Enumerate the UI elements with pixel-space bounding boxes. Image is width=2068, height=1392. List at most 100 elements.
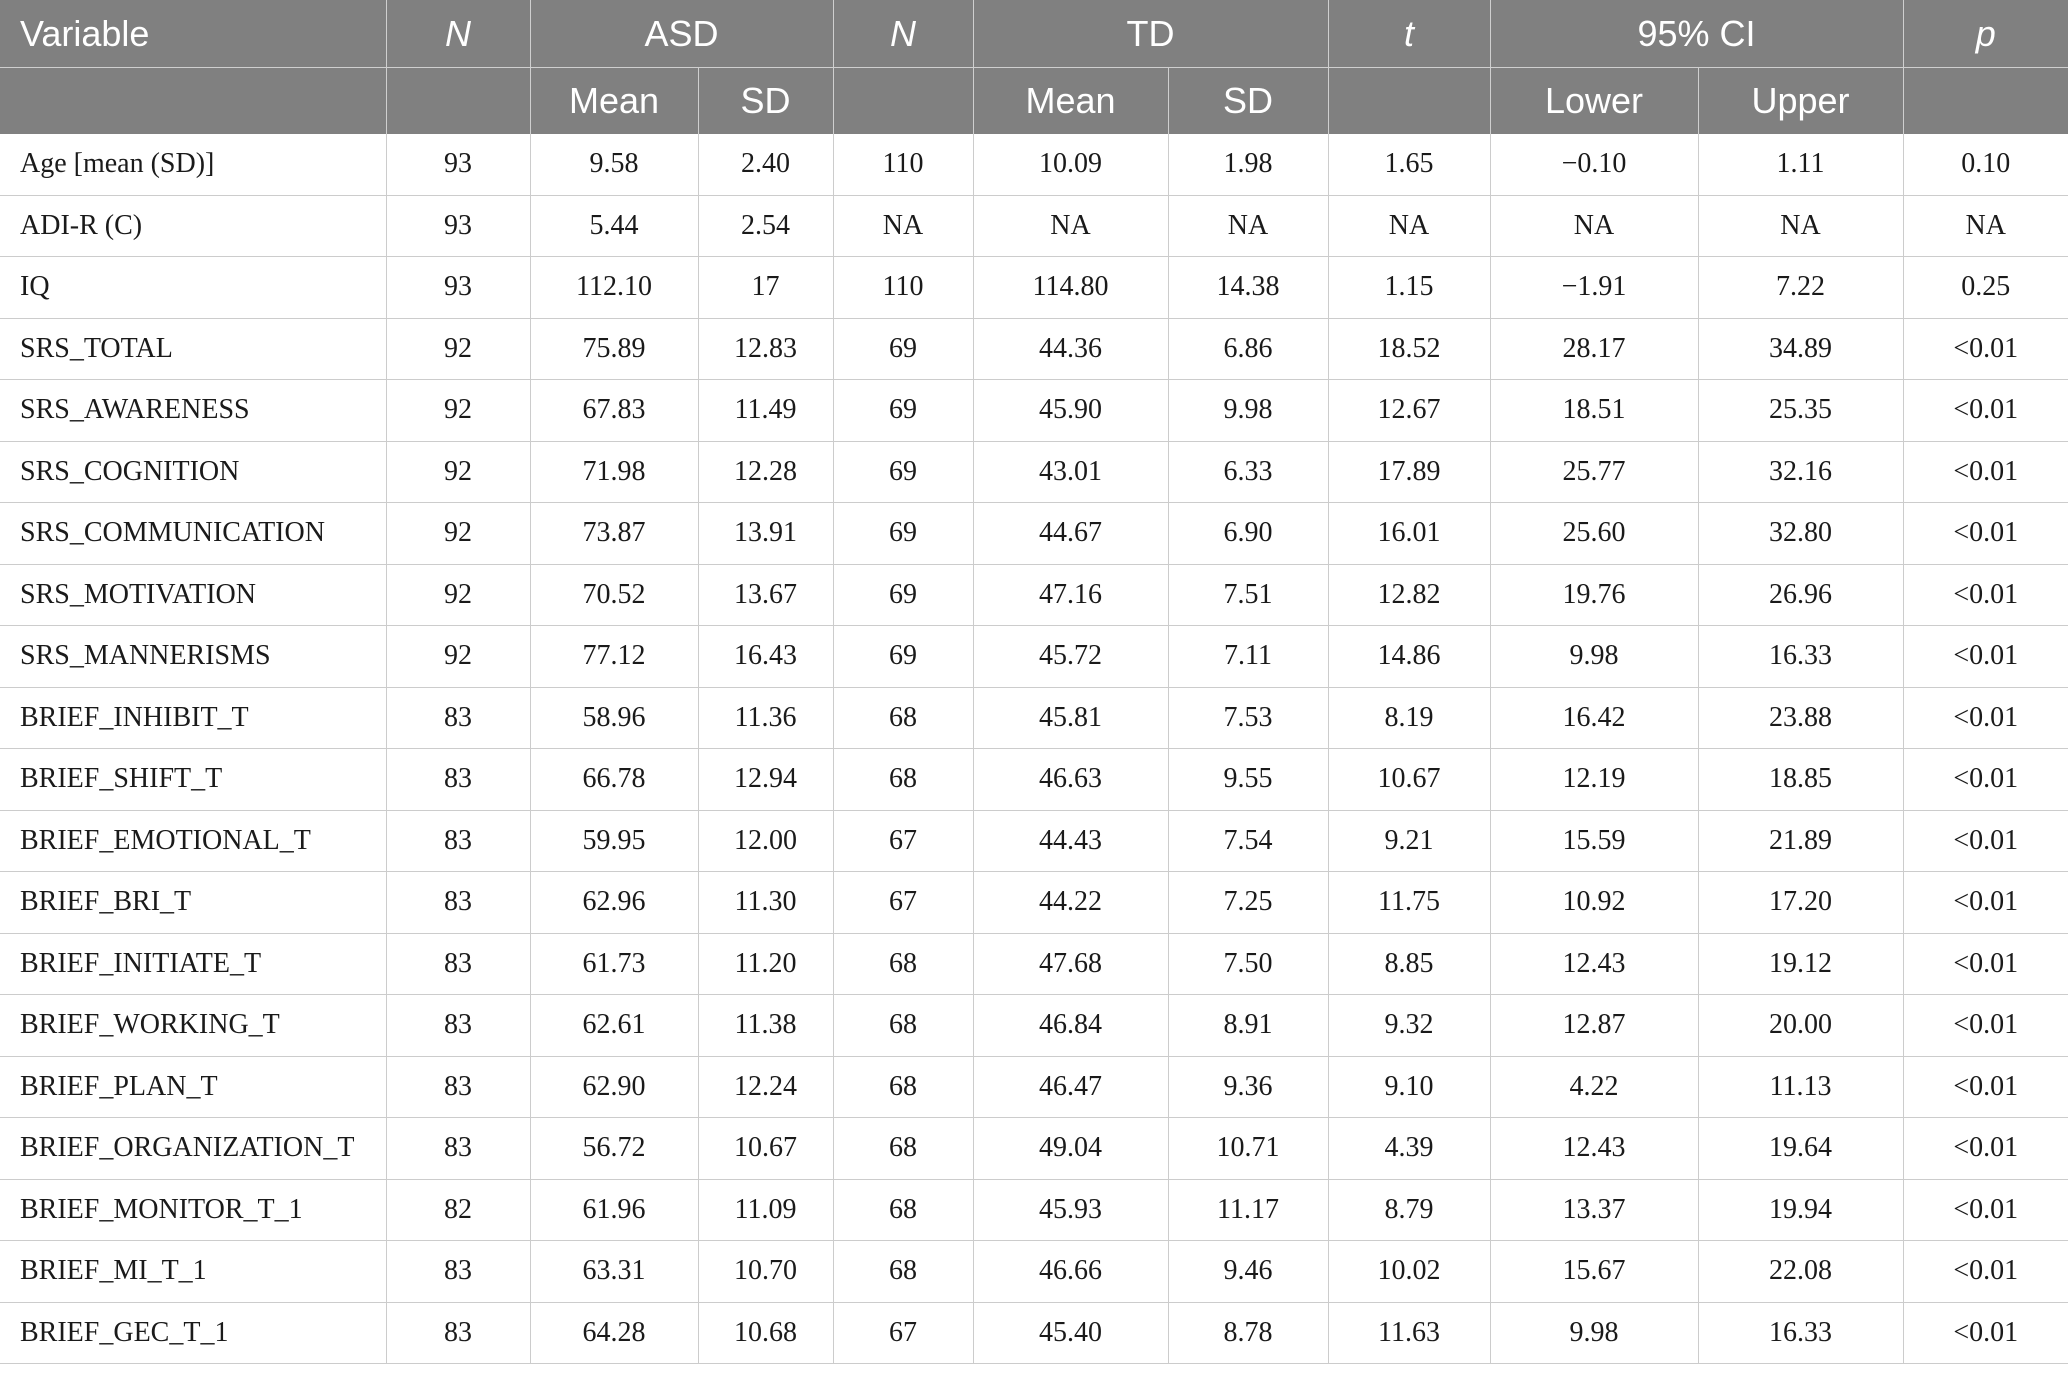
cell-t-value: 10.67 <box>1328 748 1491 811</box>
cell-ci-lower: 25.60 <box>1490 502 1699 565</box>
cell-ci-upper: 22.08 <box>1698 1240 1904 1303</box>
cell-asd-sd: 2.40 <box>698 134 834 196</box>
cell-asd-mean: 63.31 <box>530 1240 699 1303</box>
cell-asd-mean: 66.78 <box>530 748 699 811</box>
cell-p-value: <0.01 <box>1903 810 2068 872</box>
cell-n-asd: 83 <box>386 871 531 934</box>
cell-variable: BRIEF_GEC_T_1 <box>0 1302 387 1364</box>
cell-n-td: 69 <box>833 318 974 380</box>
cell-t-value: 8.85 <box>1328 933 1491 995</box>
cell-variable: BRIEF_INHIBIT_T <box>0 687 387 749</box>
cell-t-value: 4.39 <box>1328 1117 1491 1180</box>
table-row: SRS_COGNITION 92 71.98 12.28 69 43.01 6.33 17.8… <box>0 441 2068 503</box>
cell-td-sd: 7.25 <box>1168 871 1329 934</box>
cell-ci-lower: −0.10 <box>1490 134 1699 196</box>
cell-asd-sd: 10.68 <box>698 1302 834 1364</box>
cell-variable: BRIEF_INITIATE_T <box>0 933 387 995</box>
cell-p-value: <0.01 <box>1903 441 2068 503</box>
cell-variable: BRIEF_SHIFT_T <box>0 748 387 811</box>
table-row: SRS_MOTIVATION 92 70.52 13.67 69 47.16 7.51 12.… <box>0 564 2068 626</box>
cell-p-value: <0.01 <box>1903 502 2068 565</box>
cell-td-sd: 8.91 <box>1168 994 1329 1057</box>
header-p: p <box>1903 0 2068 68</box>
table-row: BRIEF_MI_T_1 83 63.31 10.70 68 46.66 9.46 10.02… <box>0 1240 2068 1303</box>
cell-t-value: 11.63 <box>1328 1302 1491 1364</box>
cell-td-mean: 44.22 <box>973 871 1169 934</box>
cell-n-td: 69 <box>833 379 974 442</box>
table-row: SRS_MANNERISMS 92 77.12 16.43 69 45.72 7.11 14.… <box>0 625 2068 688</box>
cell-t-value: 9.21 <box>1328 810 1491 872</box>
cell-ci-lower: 28.17 <box>1490 318 1699 380</box>
cell-ci-upper: 19.64 <box>1698 1117 1904 1180</box>
cell-variable: BRIEF_PLAN_T <box>0 1056 387 1118</box>
header-variable-blank <box>0 67 387 134</box>
cell-ci-upper: 20.00 <box>1698 994 1904 1057</box>
cell-ci-lower: 15.67 <box>1490 1240 1699 1303</box>
cell-ci-upper: 17.20 <box>1698 871 1904 934</box>
table-row: SRS_COMMUNICATION 92 73.87 13.91 69 44.67 6.90… <box>0 502 2068 565</box>
cell-td-sd: 11.17 <box>1168 1179 1329 1241</box>
cell-n-td: 68 <box>833 1179 974 1241</box>
cell-t-value: 10.02 <box>1328 1240 1491 1303</box>
header-variable: Variable <box>0 0 387 68</box>
cell-n-asd: 83 <box>386 1302 531 1364</box>
cell-ci-lower: 12.43 <box>1490 933 1699 995</box>
cell-ci-lower: 15.59 <box>1490 810 1699 872</box>
cell-n-td: 68 <box>833 1117 974 1180</box>
cell-asd-sd: 11.36 <box>698 687 834 749</box>
cell-n-asd: 83 <box>386 933 531 995</box>
cell-asd-sd: 10.67 <box>698 1117 834 1180</box>
cell-n-td: 69 <box>833 564 974 626</box>
cell-n-td: 68 <box>833 933 974 995</box>
cell-td-sd: 6.90 <box>1168 502 1329 565</box>
cell-asd-sd: 11.49 <box>698 379 834 442</box>
cell-ci-lower: 12.87 <box>1490 994 1699 1057</box>
table-row: BRIEF_WORKING_T 83 62.61 11.38 68 46.84 8.91 9.… <box>0 994 2068 1057</box>
cell-td-sd: 8.78 <box>1168 1302 1329 1364</box>
cell-asd-mean: 59.95 <box>530 810 699 872</box>
cell-asd-mean: 62.90 <box>530 1056 699 1118</box>
cell-td-mean: 44.43 <box>973 810 1169 872</box>
cell-n-td: 69 <box>833 502 974 565</box>
cell-asd-mean: 9.58 <box>530 134 699 196</box>
cell-n-asd: 83 <box>386 1056 531 1118</box>
cell-td-mean: 46.47 <box>973 1056 1169 1118</box>
cell-td-mean: 10.09 <box>973 134 1169 196</box>
cell-n-asd: 92 <box>386 318 531 380</box>
table-row: BRIEF_PLAN_T 83 62.90 12.24 68 46.47 9.36 9.10 4… <box>0 1056 2068 1118</box>
cell-n-asd: 92 <box>386 502 531 565</box>
table-row: Age [mean (SD)] 93 9.58 2.40 110 10.09 1.98 1.6… <box>0 134 2068 196</box>
cell-ci-upper: 32.80 <box>1698 502 1904 565</box>
cell-td-sd: 9.55 <box>1168 748 1329 811</box>
cell-td-mean: 46.66 <box>973 1240 1169 1303</box>
cell-td-mean: 46.63 <box>973 748 1169 811</box>
cell-p-value: <0.01 <box>1903 625 2068 688</box>
cell-p-value: 0.25 <box>1903 256 2068 319</box>
cell-asd-sd: 13.91 <box>698 502 834 565</box>
header-n-td-blank <box>833 67 974 134</box>
cell-n-td: 68 <box>833 1240 974 1303</box>
cell-ci-lower: 13.37 <box>1490 1179 1699 1241</box>
cell-asd-mean: 112.10 <box>530 256 699 319</box>
table-row: BRIEF_SHIFT_T 83 66.78 12.94 68 46.63 9.55 10.6… <box>0 748 2068 811</box>
cell-ci-upper: 25.35 <box>1698 379 1904 442</box>
cell-ci-upper: 18.85 <box>1698 748 1904 811</box>
cell-td-sd: 1.98 <box>1168 134 1329 196</box>
cell-td-mean: 46.84 <box>973 994 1169 1057</box>
header-p-blank <box>1903 67 2068 134</box>
header-row-1: Variable N ASD N TD t 95% CI p <box>0 0 2068 68</box>
table-row: BRIEF_INHIBIT_T 83 58.96 11.36 68 45.81 7.53 8.… <box>0 687 2068 749</box>
results-table: Variable N ASD N TD t 95% CI p Mean SD M… <box>0 0 2068 1364</box>
cell-n-td: 68 <box>833 687 974 749</box>
cell-p-value: <0.01 <box>1903 687 2068 749</box>
cell-ci-lower: 9.98 <box>1490 625 1699 688</box>
cell-n-td: 67 <box>833 871 974 934</box>
cell-td-sd: 7.53 <box>1168 687 1329 749</box>
cell-p-value: 0.10 <box>1903 134 2068 196</box>
cell-ci-lower: NA <box>1490 195 1699 257</box>
cell-variable: ADI-R (C) <box>0 195 387 257</box>
header-n-td: N <box>833 0 974 68</box>
cell-asd-mean: 77.12 <box>530 625 699 688</box>
cell-ci-upper: 7.22 <box>1698 256 1904 319</box>
cell-p-value: <0.01 <box>1903 1117 2068 1180</box>
